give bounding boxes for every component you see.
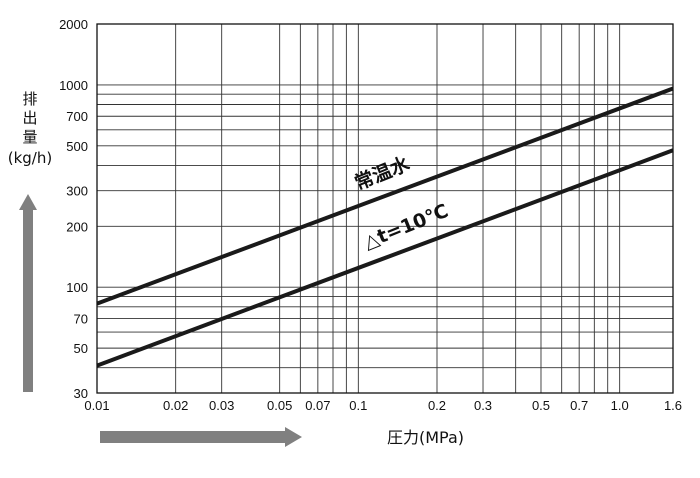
grid-lines bbox=[96, 23, 674, 394]
x-tick-label: 0.01 bbox=[84, 398, 109, 413]
y-tick-label: 1000 bbox=[59, 78, 88, 93]
x-tick-label: 0.1 bbox=[349, 398, 367, 413]
x-tick-label: 0.2 bbox=[428, 398, 446, 413]
y-axis-label-line-3: 量 bbox=[22, 128, 37, 146]
x-tick-label: 1.0 bbox=[611, 398, 629, 413]
x-tick-label: 0.03 bbox=[209, 398, 234, 413]
y-tick-label: 700 bbox=[66, 109, 88, 124]
y-axis-label-line-2: 出 bbox=[22, 109, 37, 127]
x-axis-arrow bbox=[100, 427, 302, 447]
x-tick-label: 0.7 bbox=[570, 398, 588, 413]
y-axis-arrow bbox=[19, 194, 37, 392]
y-tick-label: 300 bbox=[66, 184, 88, 199]
y-tick-label: 50 bbox=[74, 341, 88, 356]
x-tick-label: 0.05 bbox=[267, 398, 292, 413]
x-axis-label: 圧力(MPa) bbox=[387, 428, 464, 447]
series-line-2 bbox=[96, 148, 674, 368]
plot-frame bbox=[96, 23, 674, 394]
series-lines bbox=[96, 86, 674, 368]
x-tick-label: 0.5 bbox=[532, 398, 550, 413]
y-tick-label: 500 bbox=[66, 139, 88, 154]
x-tick-label: 0.07 bbox=[305, 398, 330, 413]
y-tick-label: 30 bbox=[74, 386, 88, 401]
series-line-1 bbox=[96, 86, 674, 306]
x-tick-label: 1.6 bbox=[664, 398, 682, 413]
y-tick-label: 70 bbox=[74, 312, 88, 327]
x-tick-label: 0.02 bbox=[163, 398, 188, 413]
y-tick-label: 200 bbox=[66, 219, 88, 234]
y-tick-label: 100 bbox=[66, 280, 88, 295]
y-tick-label: 2000 bbox=[59, 17, 88, 32]
x-tick-label: 0.3 bbox=[474, 398, 492, 413]
y-tick-labels: 30 50 70 100 200 300 500 700 1000 2000 bbox=[59, 17, 88, 401]
y-axis-label-line-1: 排 bbox=[22, 90, 37, 108]
x-tick-labels: 0.01 0.02 0.03 0.05 0.07 0.1 0.2 0.3 0.5 0.7 1.0 1.… bbox=[84, 398, 682, 413]
y-axis-label-line-4: (kg/h) bbox=[8, 149, 52, 167]
